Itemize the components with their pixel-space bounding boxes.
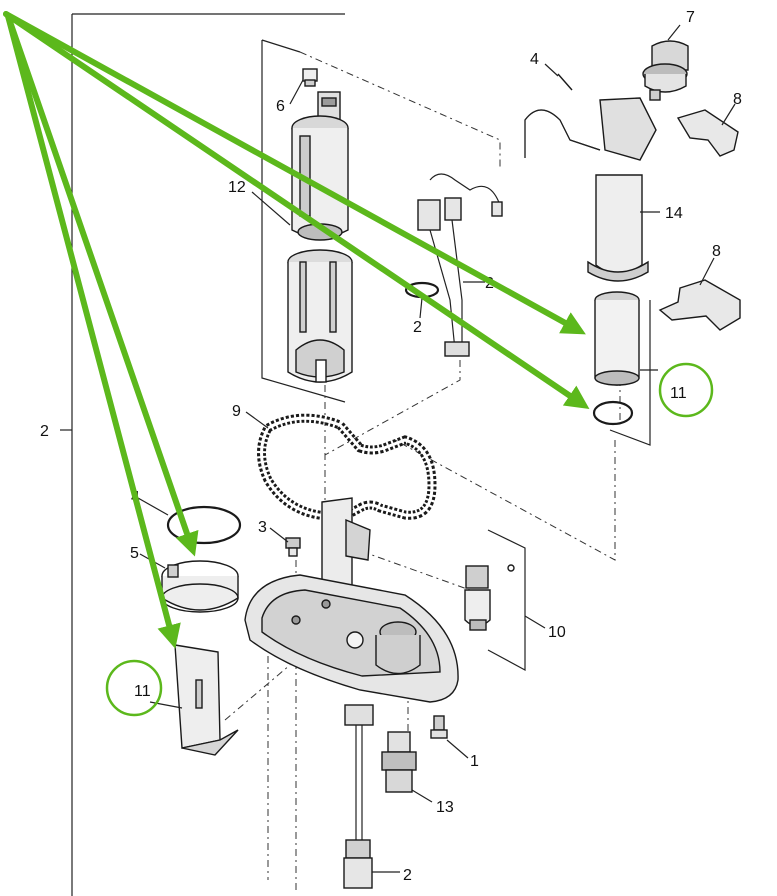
- leader-lines: [137, 24, 736, 873]
- part-wiring-harness: [417, 173, 503, 357]
- label-3: 3: [258, 519, 267, 536]
- callout-circle-right: [658, 362, 714, 418]
- arrow-to-bracket-plate: [5, 13, 181, 649]
- part-filter-housing: [524, 97, 657, 282]
- part-gasket: [257, 413, 437, 521]
- callout-circle-left: [105, 659, 163, 717]
- part-pin: [557, 73, 573, 91]
- part-o-ring-right: [592, 400, 634, 426]
- part-pressure-regulator: [642, 40, 689, 101]
- label-4-upper: 4: [530, 51, 539, 68]
- label-2-grommet: 2: [413, 319, 422, 336]
- label-11-right: 11: [670, 385, 687, 402]
- part-filter-element: [594, 291, 640, 386]
- label-12: 12: [228, 179, 246, 196]
- label-8-upper: 8: [733, 91, 742, 108]
- part-labels: 6 12 4 7 8 14 8 2 2 9 2 4 5 3 11 10 11 1…: [40, 9, 742, 884]
- part-ring-left-thin: [166, 505, 242, 545]
- part-clip-lower: [658, 279, 741, 331]
- label-14: 14: [665, 205, 683, 222]
- label-9: 9: [232, 403, 241, 420]
- sensor-bracket: [487, 529, 526, 672]
- part-screw-upper: [285, 537, 301, 557]
- arrow-to-filter-element: [3, 11, 586, 335]
- label-11-left: 11: [134, 683, 151, 700]
- part-bracket-plate: [174, 644, 239, 756]
- part-lower-harness: [343, 704, 374, 889]
- label-8-lower: 8: [712, 243, 721, 260]
- label-10: 10: [548, 624, 566, 641]
- label-5: 5: [130, 545, 139, 562]
- annotation-arrows: [3, 11, 590, 649]
- part-clip-upper: [676, 109, 739, 157]
- part-pump-sleeve: [287, 249, 353, 383]
- label-7: 7: [686, 9, 695, 26]
- label-13: 13: [436, 799, 454, 816]
- label-2-lower: 2: [403, 867, 412, 884]
- filter-group-bracket: [394, 300, 651, 561]
- label-6: 6: [276, 98, 285, 115]
- part-level-sensor: [464, 564, 515, 631]
- label-1: 1: [470, 753, 479, 770]
- part-clamp-band: [161, 560, 239, 613]
- part-fitting: [381, 731, 417, 793]
- part-connector-small: [302, 68, 318, 87]
- part-fuel-pump: [291, 91, 349, 241]
- label-2-frame: 2: [40, 423, 49, 440]
- arrow-to-o-ring-right: [3, 11, 590, 410]
- arrow-to-ring-left: [5, 13, 199, 557]
- part-screw-lower: [430, 715, 448, 739]
- annotation-callouts: [105, 362, 714, 717]
- part-flange-base: [244, 497, 459, 703]
- frame-lines: [60, 13, 345, 896]
